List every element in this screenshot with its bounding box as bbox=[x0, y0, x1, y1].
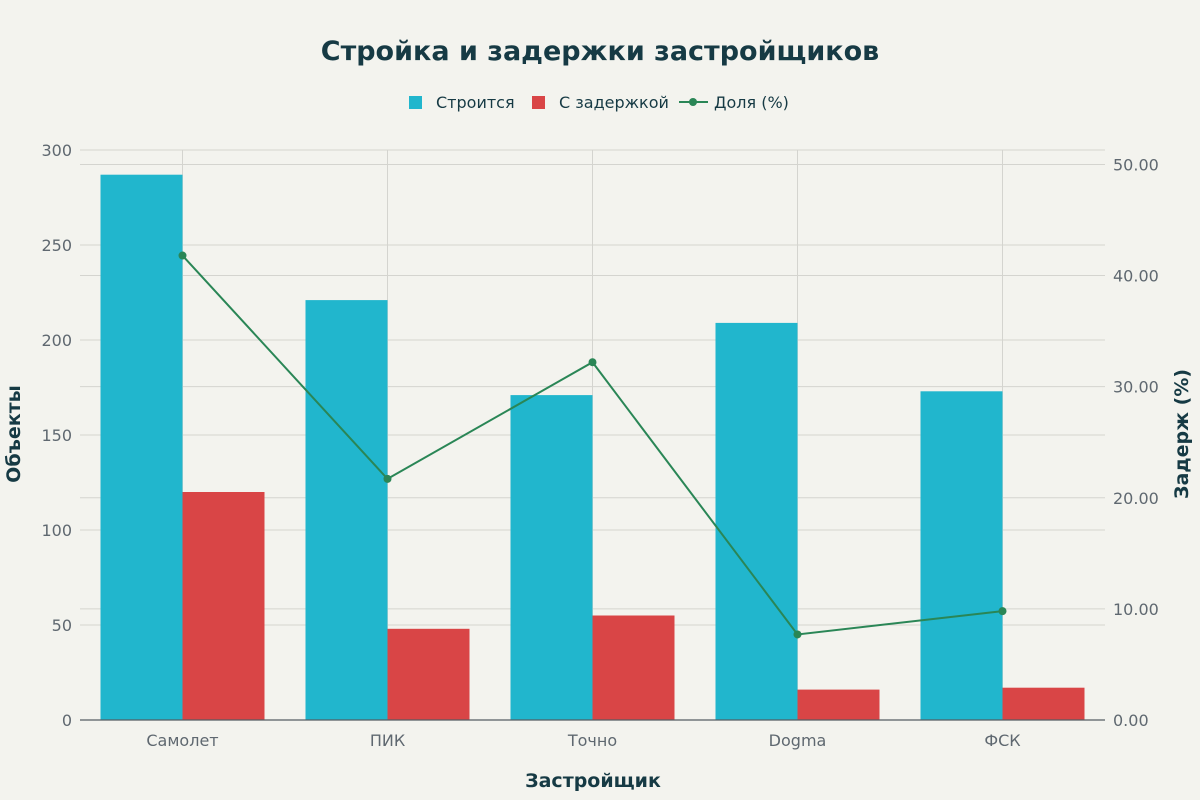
legend-swatch-building bbox=[409, 96, 422, 109]
x-tick-label: Точно bbox=[567, 731, 617, 750]
bar-building-4 bbox=[920, 391, 1003, 720]
chart-title: Стройка и задержки застройщиков bbox=[321, 36, 879, 67]
share-point-1 bbox=[383, 474, 392, 483]
y2-tick-label: 30.00 bbox=[1113, 378, 1159, 397]
legend-label-delayed: С задержкой bbox=[559, 93, 669, 112]
bar-delayed-0 bbox=[182, 492, 265, 720]
share-point-4 bbox=[998, 607, 1007, 616]
y2-axis-title: Задерж (%) bbox=[1171, 369, 1193, 499]
legend: Строится С задержкой Доля (%) bbox=[409, 93, 789, 112]
share-point-3 bbox=[793, 630, 802, 639]
bar-delayed-3 bbox=[797, 689, 880, 720]
bar-building-1 bbox=[305, 300, 388, 720]
y2-tick-label: 40.00 bbox=[1113, 267, 1159, 286]
y-tick-label: 200 bbox=[41, 331, 72, 350]
y-tick-label: 0 bbox=[62, 711, 72, 730]
share-point-0 bbox=[178, 251, 187, 260]
x-tick-label: ПИК bbox=[370, 731, 406, 750]
legend-label-building: Строится bbox=[436, 93, 515, 112]
bar-delayed-4 bbox=[1002, 687, 1085, 720]
y2-tick-label: 20.00 bbox=[1113, 489, 1159, 508]
axes: 0 50 100 150 200 250 300 0.00 10.00 20.00 30.00 40.… bbox=[41, 141, 1158, 750]
bar-building-2 bbox=[510, 395, 593, 720]
y2-tick-label: 0.00 bbox=[1113, 711, 1149, 730]
y-axis-title: Объекты bbox=[3, 385, 25, 483]
y2-tick-label: 50.00 bbox=[1113, 155, 1159, 174]
x-tick-label: ФСК bbox=[984, 731, 1021, 750]
legend-swatch-share-dot bbox=[689, 98, 697, 106]
legend-label-share: Доля (%) bbox=[714, 93, 789, 112]
legend-swatch-delayed bbox=[532, 96, 545, 109]
bar-delayed-2 bbox=[592, 615, 675, 720]
y-tick-label: 100 bbox=[41, 521, 72, 540]
bar-building-3 bbox=[715, 322, 798, 720]
y-tick-label: 250 bbox=[41, 236, 72, 255]
y-tick-label: 150 bbox=[41, 426, 72, 445]
x-tick-label: Dogma bbox=[769, 731, 827, 750]
bar-delayed-1 bbox=[387, 628, 470, 720]
y-tick-label: 300 bbox=[41, 141, 72, 160]
y2-tick-label: 10.00 bbox=[1113, 600, 1159, 619]
share-point-2 bbox=[588, 358, 597, 367]
y-tick-label: 50 bbox=[52, 616, 72, 635]
x-tick-label: Самолет bbox=[146, 731, 218, 750]
x-axis-title: Застройщик bbox=[525, 770, 661, 792]
bar-building-0 bbox=[100, 174, 183, 720]
share-line-layer bbox=[178, 251, 1007, 639]
bars bbox=[100, 174, 1085, 720]
